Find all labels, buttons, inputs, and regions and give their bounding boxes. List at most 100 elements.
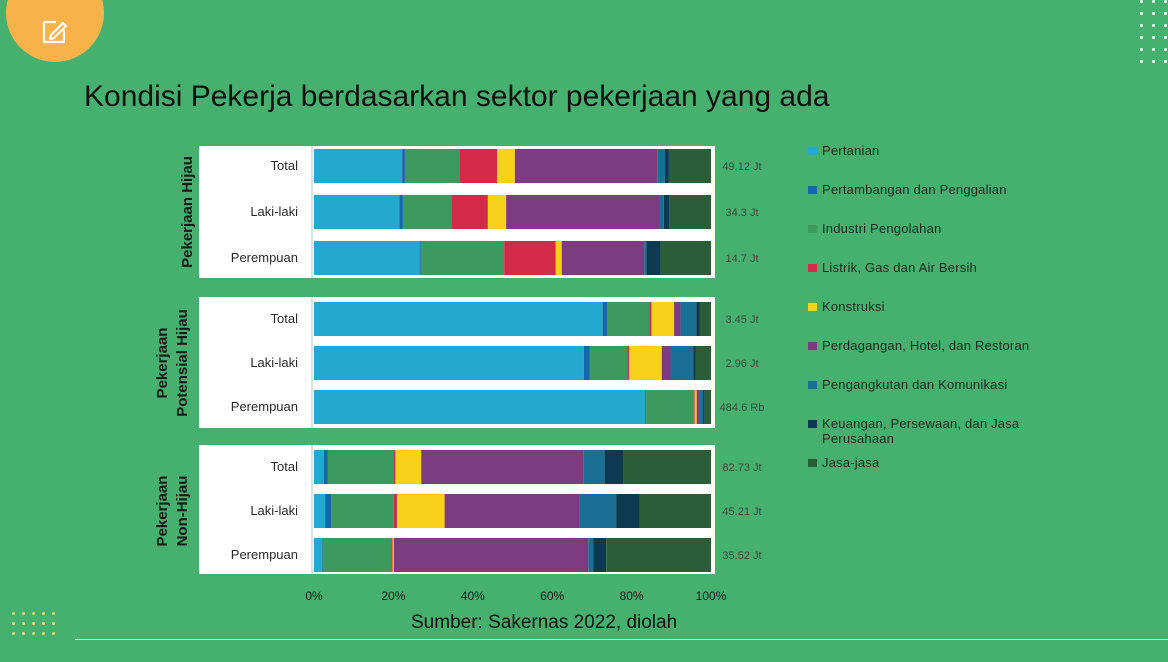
legend-swatch <box>808 264 817 272</box>
legend-label: Jasa-jasa <box>822 455 880 470</box>
x-tick-label: 20% <box>381 589 405 603</box>
legend-swatch <box>808 225 817 233</box>
bar-segment <box>663 195 670 229</box>
bar-segment <box>497 149 515 183</box>
bar-segment <box>693 390 695 424</box>
legend-label: Pertanian <box>822 143 880 158</box>
bar-segment <box>644 241 647 275</box>
bar-segment <box>404 149 460 183</box>
dot-grid-decoration <box>1140 0 1168 72</box>
category-label: Laki-laki <box>250 503 298 518</box>
bar-segment <box>583 450 605 484</box>
dot-grid-decoration <box>12 612 62 642</box>
bar-segment <box>444 494 580 528</box>
bar-segment <box>629 346 662 380</box>
bar-segment <box>314 494 326 528</box>
legend-label: Keuangan, Persewaan, dan Jasa Perusahaan <box>822 416 1020 446</box>
bar-segment <box>395 450 422 484</box>
bar-segment <box>561 241 645 275</box>
bar-segment <box>402 149 405 183</box>
bar-segment <box>393 538 589 572</box>
bar-segment <box>660 241 711 275</box>
bar-segment <box>487 195 507 229</box>
group-label-line: Potensial Hijau <box>174 309 191 417</box>
legend-label: Industri Pengolahan <box>822 221 942 236</box>
bar-segment <box>646 390 694 424</box>
total-label: 484.6 Rb <box>720 402 765 414</box>
category-label: Laki-laki <box>250 355 298 370</box>
bar-segment <box>699 390 704 424</box>
edit-icon[interactable] <box>36 14 72 50</box>
group-label: Pekerjaan Non-Hijau <box>154 476 191 547</box>
bar-segment <box>696 302 700 336</box>
bar-segment <box>602 302 608 336</box>
legend-label: Pengangkutan dan Komunikasi <box>822 377 1008 392</box>
bar-segment <box>393 450 396 484</box>
x-tick-label: 40% <box>461 589 485 603</box>
source-note: Sumber: Sakernas 2022, diolah <box>411 612 678 633</box>
x-tick-label: 80% <box>620 589 644 603</box>
category-label: Perempuan <box>231 250 298 265</box>
x-tick-label: 60% <box>540 589 564 603</box>
bar-segment <box>314 450 324 484</box>
bar-segment <box>607 302 650 336</box>
bar-segment <box>323 450 328 484</box>
bar-segment <box>680 302 697 336</box>
bar-segment <box>399 195 403 229</box>
page-title: Kondisi Pekerja berdasarkan sektor peker… <box>84 80 830 113</box>
group-label: Pekerjaan Potensial Hijau <box>154 309 191 417</box>
bar-segment <box>657 149 665 183</box>
bar-segment <box>606 538 711 572</box>
total-label: 14.7 Jt <box>725 253 758 265</box>
bar-segment <box>506 195 659 229</box>
bar-segment <box>703 390 705 424</box>
bar-segment <box>696 390 700 424</box>
bar-segment <box>459 149 498 183</box>
legend-label: Listrik, Gas dan Air Bersih <box>822 260 977 275</box>
x-tick-label: 100% <box>696 589 727 603</box>
bar-segment <box>589 346 628 380</box>
bar-segment <box>555 241 562 275</box>
bar-segment <box>651 302 675 336</box>
bar-segment <box>402 195 452 229</box>
legend-swatch <box>808 420 817 428</box>
legend-swatch <box>808 303 817 311</box>
bar-segment <box>451 195 488 229</box>
bar-segment <box>674 302 681 336</box>
bar-segment <box>661 346 671 380</box>
category-label: Total <box>271 311 299 326</box>
bar-segment <box>314 195 400 229</box>
legend-swatch <box>808 381 817 389</box>
category-label: Perempuan <box>231 547 298 562</box>
bar-segment <box>669 195 711 229</box>
bar-segment <box>504 241 556 275</box>
group-label: Pekerjaan Hijau <box>179 156 196 268</box>
bar-segment <box>322 538 392 572</box>
bar-segment <box>695 346 711 380</box>
bar-segment <box>314 241 420 275</box>
bar-segment <box>616 494 640 528</box>
bar-segment <box>314 149 403 183</box>
bar-segment <box>658 195 664 229</box>
total-label: 45.21 Jt <box>722 506 761 518</box>
group-label-line: Non-Hijau <box>174 476 191 547</box>
bar-segment <box>699 302 711 336</box>
bar-segment <box>314 346 584 380</box>
bar-segment <box>420 241 505 275</box>
bar-segment <box>604 450 624 484</box>
group-label-line: Pekerjaan Hijau <box>179 156 196 268</box>
legend-swatch <box>808 459 817 467</box>
category-label: Perempuan <box>231 399 298 414</box>
total-label: 49.12 Jt <box>722 161 761 173</box>
legend-swatch <box>808 147 817 155</box>
category-label: Total <box>271 158 299 173</box>
bar-segment <box>693 346 696 380</box>
bar-segment <box>645 390 647 424</box>
bar-segment <box>331 494 394 528</box>
group-label-line: Pekerjaan <box>154 328 171 399</box>
bar-segment <box>314 390 646 424</box>
total-label: 3.45 Jt <box>725 314 758 326</box>
bar-segment <box>419 241 421 275</box>
bar-segment <box>583 346 590 380</box>
bar-segment <box>396 494 445 528</box>
